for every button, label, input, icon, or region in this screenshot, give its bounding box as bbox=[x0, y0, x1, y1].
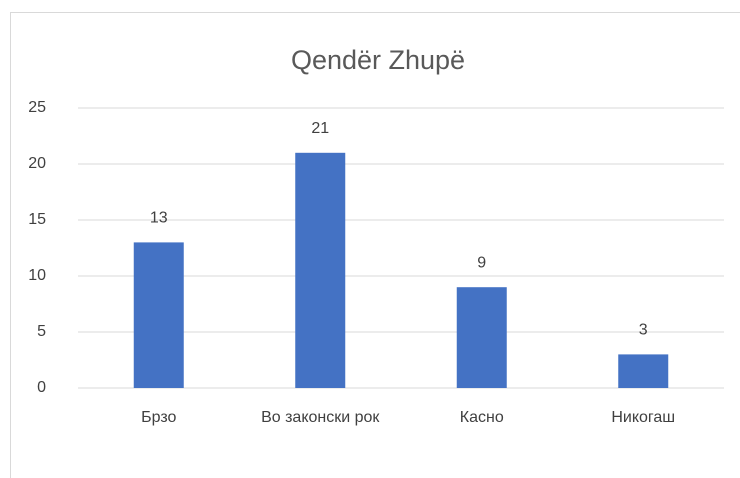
x-tick-label: Брзо bbox=[141, 409, 177, 426]
x-tick-label: Во законски рок bbox=[261, 409, 380, 426]
x-tick-label: Касно bbox=[459, 409, 504, 426]
y-tick-label: 20 bbox=[28, 155, 46, 172]
data-label: 13 bbox=[150, 210, 168, 227]
bar bbox=[295, 152, 346, 388]
chart-border bbox=[10, 12, 740, 478]
y-tick-label: 25 bbox=[28, 99, 46, 116]
data-label: 9 bbox=[477, 254, 486, 271]
bar bbox=[456, 287, 507, 388]
y-tick-label: 5 bbox=[37, 323, 46, 340]
data-label: 21 bbox=[311, 120, 329, 137]
bar bbox=[618, 354, 669, 388]
y-tick-label: 0 bbox=[37, 379, 46, 396]
x-tick-label: Никогаш bbox=[611, 409, 676, 426]
y-tick-label: 15 bbox=[28, 211, 46, 228]
bar bbox=[133, 242, 184, 388]
y-tick-label: 10 bbox=[28, 267, 46, 284]
data-label: 3 bbox=[639, 322, 648, 339]
chart-title: Qendër Zhupë bbox=[291, 45, 465, 75]
